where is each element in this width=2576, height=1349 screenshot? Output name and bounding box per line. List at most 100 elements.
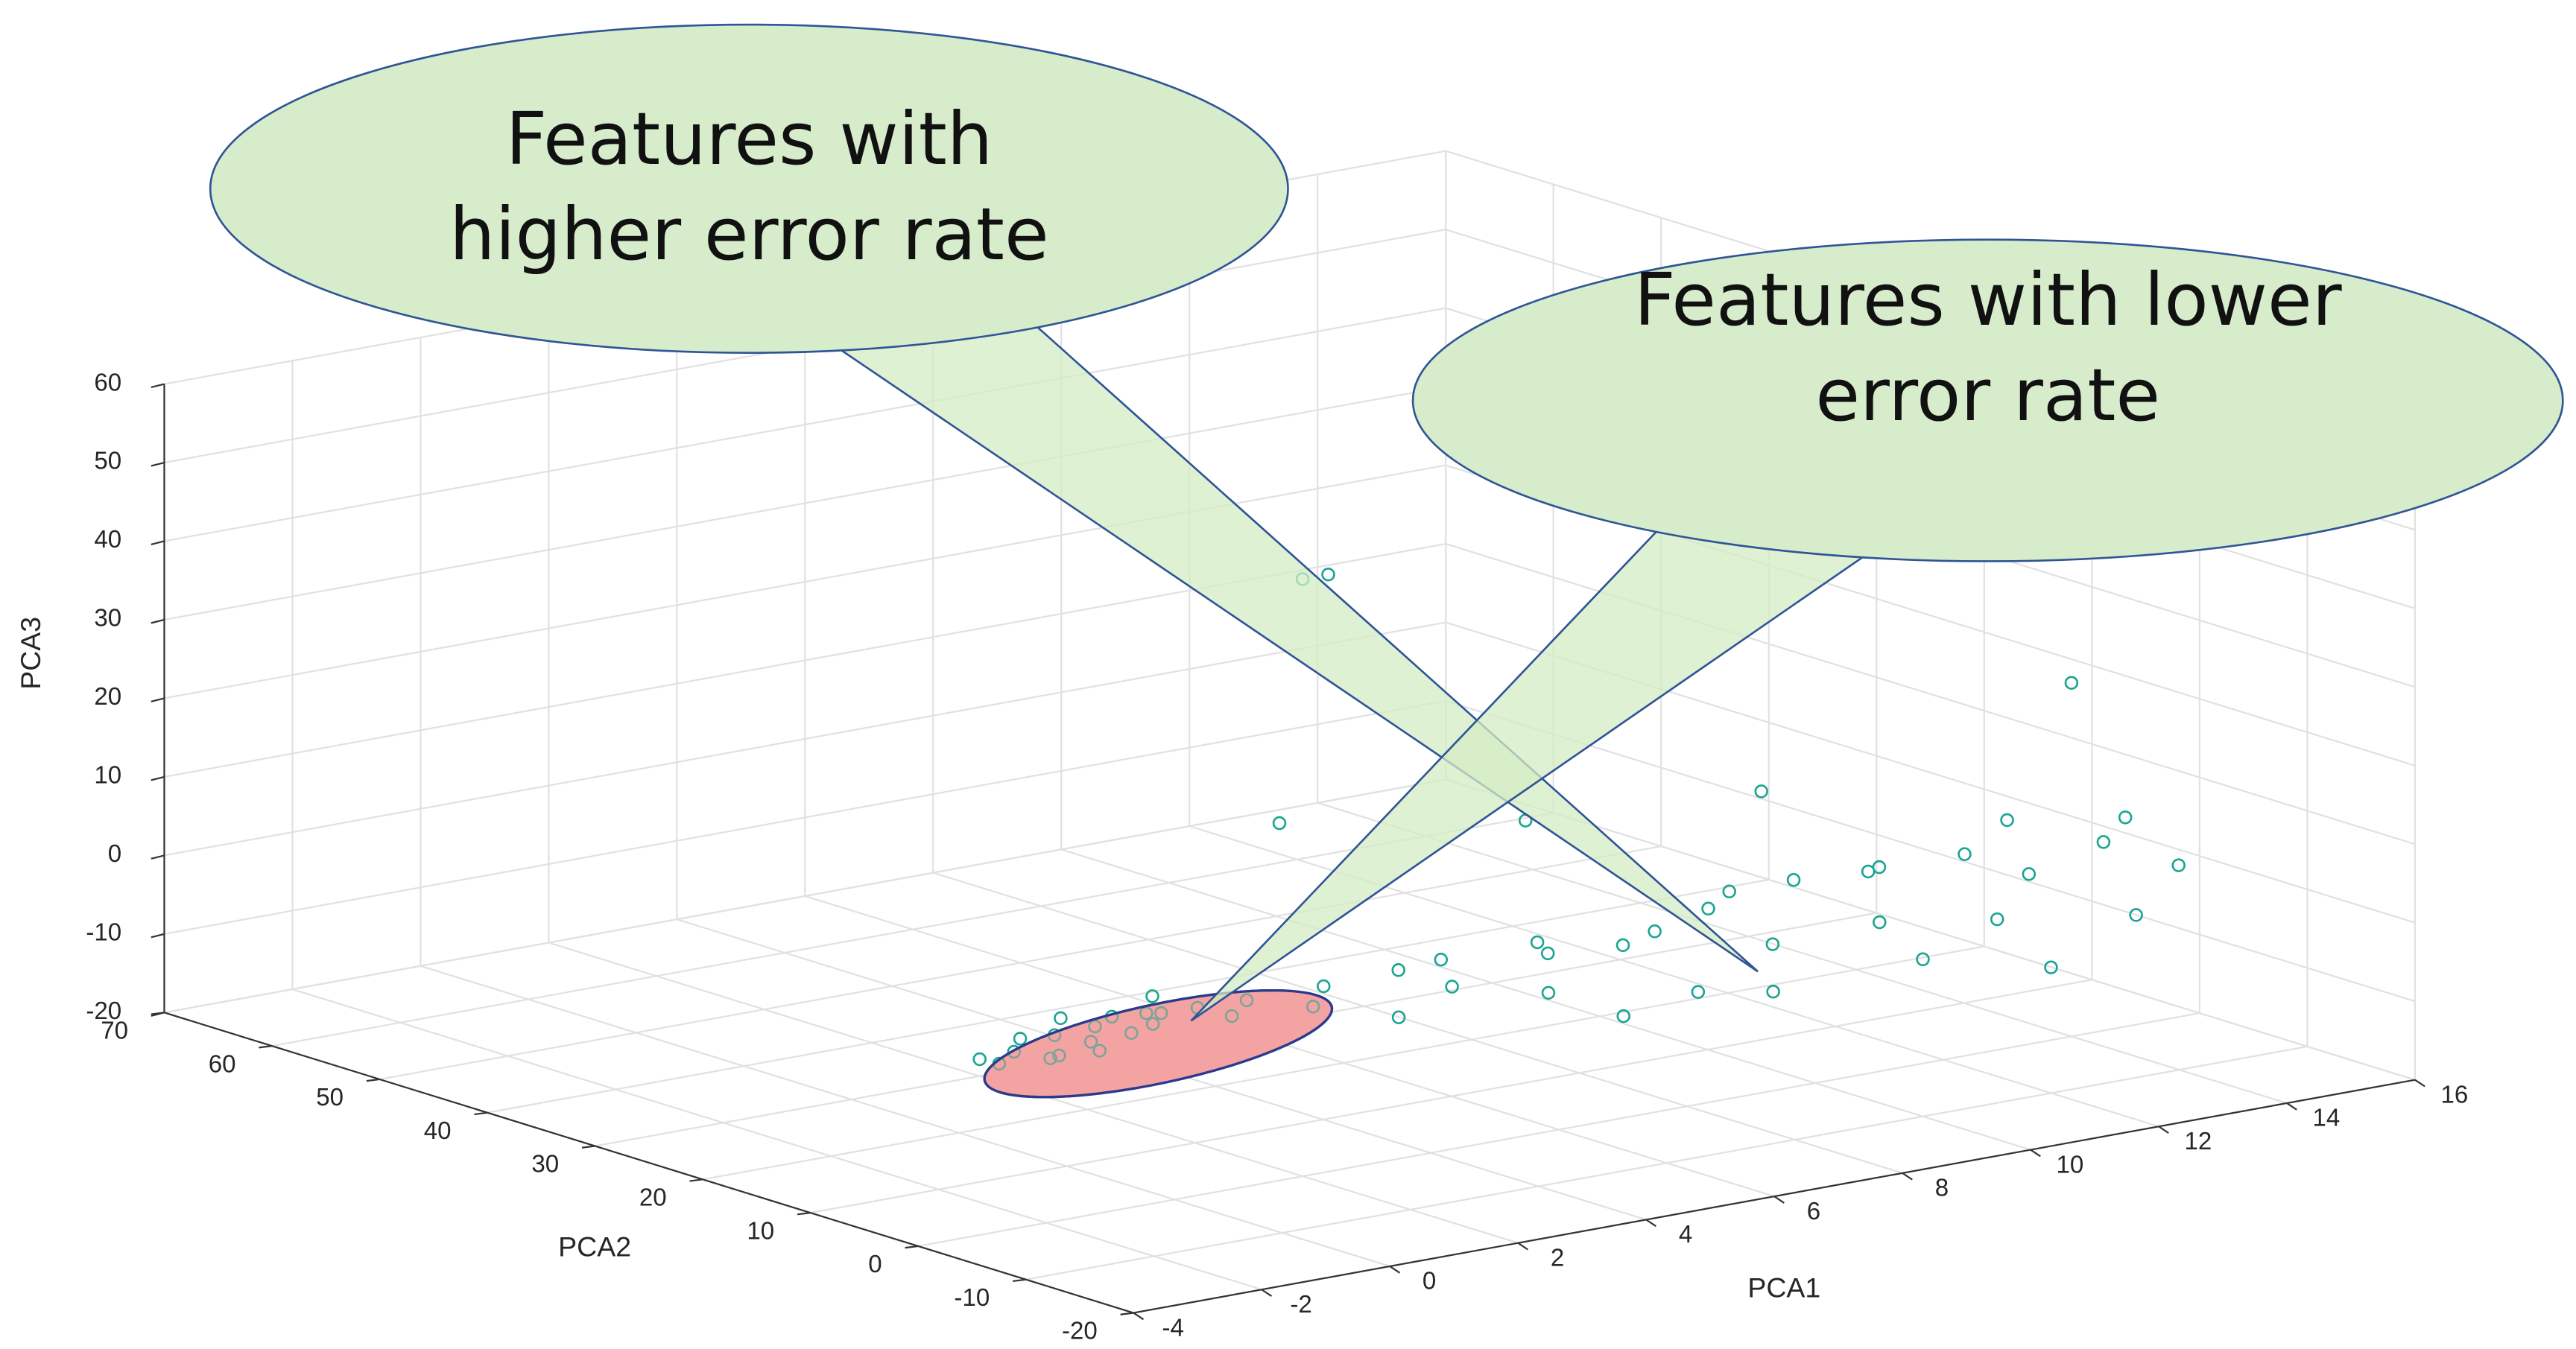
grid-line — [379, 845, 1662, 1081]
point — [1317, 979, 1331, 994]
z-tick — [151, 933, 165, 939]
y-tick-label: 60 — [209, 1050, 236, 1078]
point — [1445, 980, 1459, 994]
point — [1272, 816, 1287, 831]
point — [2129, 908, 2143, 922]
y-tick — [905, 1245, 919, 1249]
point — [2064, 676, 2079, 690]
z-tick — [151, 461, 165, 467]
point — [1872, 860, 1887, 875]
grid-line — [164, 699, 1446, 935]
highlight-overlay — [983, 988, 1334, 1099]
x-tick-label: 2 — [1551, 1244, 1564, 1272]
point — [2096, 835, 2111, 849]
x-tick — [1773, 1196, 1785, 1204]
x-tick — [1133, 1312, 1145, 1321]
callout-text: higher error rate — [449, 192, 1049, 276]
grid-line — [164, 778, 1446, 1014]
point — [1145, 989, 1159, 1003]
y-tick-label: -10 — [954, 1284, 990, 1312]
grid-line — [1317, 802, 2288, 1105]
y-axis-label: PCA2 — [558, 1231, 631, 1263]
callout-text: Features with lower — [1634, 258, 2342, 342]
grid-line — [420, 965, 1390, 1268]
point — [1013, 1032, 1028, 1046]
point — [1306, 1000, 1320, 1014]
x-tick — [2414, 1079, 2425, 1088]
x-tick — [1389, 1266, 1401, 1274]
grid-line — [932, 872, 1903, 1174]
point — [2022, 867, 2037, 881]
y-tick — [259, 1045, 273, 1049]
z-tick-label: -20 — [86, 997, 121, 1025]
point — [1786, 873, 1801, 887]
x-tick-label: 0 — [1423, 1268, 1436, 1295]
point — [1092, 1044, 1107, 1058]
x-tick-label: -2 — [1290, 1291, 1311, 1318]
y-tick — [1012, 1278, 1026, 1283]
point — [1648, 924, 1662, 939]
x-tick-label: 12 — [2185, 1128, 2212, 1155]
x-tick-label: -4 — [1162, 1314, 1183, 1342]
z-tick — [151, 854, 165, 860]
point — [1861, 864, 1876, 879]
callout-text: error rate — [1815, 353, 2160, 437]
callout-text: Features with — [505, 97, 993, 181]
point — [2000, 813, 2014, 828]
point — [2171, 858, 2186, 872]
y-tick — [366, 1078, 380, 1082]
grid-line — [164, 307, 1446, 542]
x-tick — [1645, 1219, 1656, 1228]
point — [1007, 1044, 1022, 1059]
point — [1321, 567, 1335, 582]
point — [1434, 953, 1449, 967]
z-tick — [151, 383, 165, 389]
x-tick — [2030, 1149, 2041, 1158]
point — [1916, 952, 1930, 967]
grid-line — [1025, 1045, 2308, 1280]
point — [1530, 935, 1545, 950]
point — [1153, 1006, 1168, 1021]
point — [972, 1052, 987, 1067]
x-tick-label: 10 — [2057, 1151, 2084, 1178]
point — [1765, 937, 1780, 951]
callout-bubble — [209, 23, 1289, 355]
point — [2044, 960, 2058, 974]
point — [1616, 1009, 1631, 1023]
z-tick — [151, 1012, 165, 1017]
y-tick-label: 40 — [424, 1117, 452, 1145]
x-tick-label: 4 — [1679, 1221, 1692, 1248]
y-tick — [474, 1111, 488, 1116]
point — [1766, 984, 1780, 999]
z-tick-label: 30 — [94, 605, 121, 632]
point — [1083, 1035, 1098, 1049]
grid-line — [702, 945, 1985, 1181]
z-tick — [151, 775, 165, 781]
z-tick-label: 40 — [94, 526, 121, 553]
grid-line — [810, 979, 2092, 1214]
x-tick — [2158, 1126, 2169, 1134]
point — [1990, 912, 2004, 927]
point — [1139, 1006, 1153, 1021]
point — [1540, 946, 1555, 961]
x-tick-label: 6 — [1807, 1198, 1820, 1225]
x-tick — [2286, 1102, 2297, 1111]
y-tick — [1120, 1312, 1134, 1315]
point — [1043, 1051, 1057, 1066]
grid-line — [1445, 778, 2416, 1081]
z-tick — [151, 697, 165, 702]
callout-bubble — [1411, 238, 2564, 562]
x-tick — [1261, 1289, 1273, 1297]
point — [1958, 847, 1972, 861]
point — [1145, 1017, 1160, 1031]
x-tick-label: 14 — [2312, 1105, 2340, 1132]
grid-line — [804, 895, 1775, 1198]
grid-line — [1060, 848, 2031, 1151]
point — [1088, 1019, 1102, 1034]
y-tick — [797, 1212, 811, 1216]
y-tick-label: 50 — [316, 1084, 344, 1111]
z-tick-label: 60 — [94, 369, 121, 396]
point — [1873, 915, 1887, 930]
point — [1701, 901, 1715, 916]
